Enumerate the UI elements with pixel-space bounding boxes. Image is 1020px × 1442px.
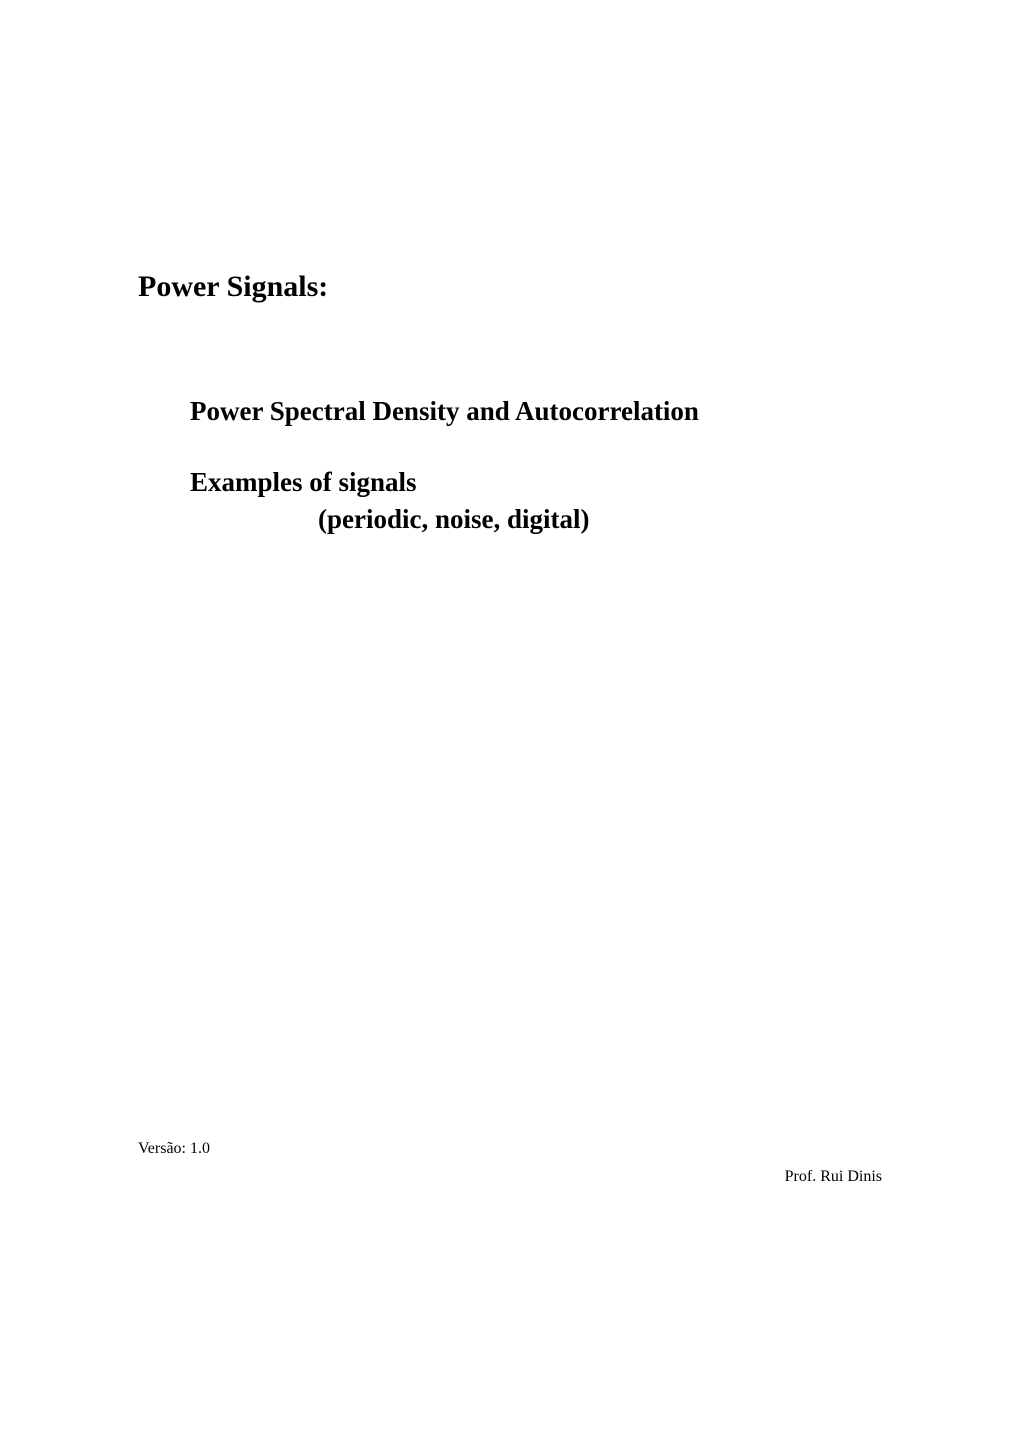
author-label: Prof. Rui Dinis xyxy=(785,1168,882,1186)
document-page: Power Signals: Power Spectral Density an… xyxy=(0,0,1020,1442)
subtitle-signal-types: (periodic, noise, digital) xyxy=(318,504,882,535)
subtitle-examples: Examples of signals xyxy=(190,467,882,498)
main-title: Power Signals: xyxy=(138,270,882,304)
version-label: Versão: 1.0 xyxy=(138,1140,210,1158)
subtitle-psd-autocorrelation: Power Spectral Density and Autocorrelati… xyxy=(190,396,882,427)
